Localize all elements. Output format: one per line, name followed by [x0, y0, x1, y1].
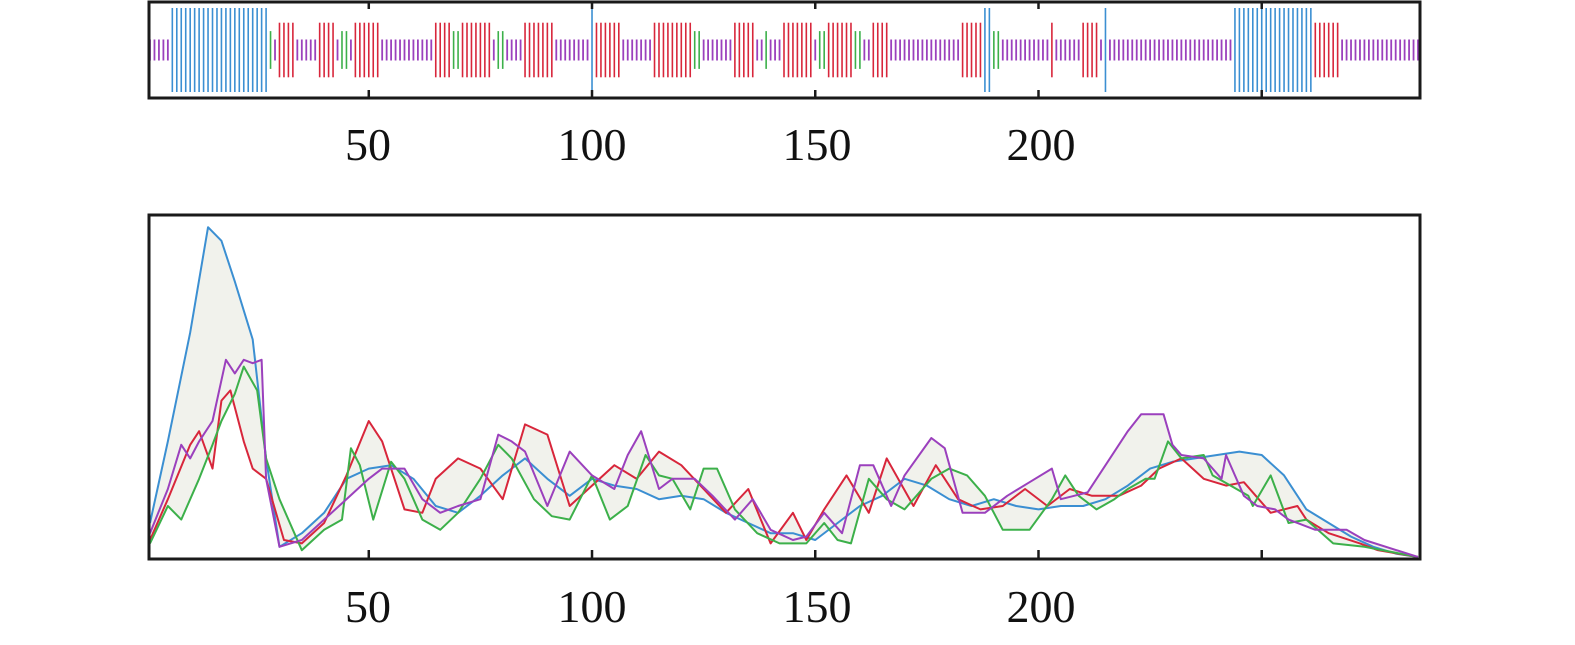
- top-xtick-label: 150: [783, 119, 852, 170]
- series-line-green: [149, 365, 1419, 558]
- series-envelope: [150, 227, 1418, 557]
- top-xtick-label: 200: [1007, 119, 1076, 170]
- top-axes-frame: [147, 0, 1422, 100]
- line-plot-panel: 50 100 150 200: [147, 213, 1422, 632]
- bottom-xtick-label: 50: [345, 581, 391, 632]
- bottom-axes-frame: [147, 213, 1422, 561]
- top-xtick-label: 50: [345, 119, 391, 170]
- top-x-ticks: [367, 3, 1263, 97]
- bottom-x-ticks: [367, 550, 1263, 558]
- series-line-red: [149, 389, 1419, 558]
- event-bars: [149, 8, 1419, 92]
- envelope-fill: [150, 227, 1418, 557]
- bottom-xtick-label: 200: [1007, 581, 1076, 632]
- event-sequence-panel: 50 100 150 200: [147, 0, 1422, 170]
- bottom-xtick-label: 150: [783, 581, 852, 632]
- top-xtick-label: 100: [558, 119, 627, 170]
- series-lines: [149, 226, 1419, 558]
- series-line-purple: [149, 358, 1419, 558]
- bottom-xtick-label: 100: [558, 581, 627, 632]
